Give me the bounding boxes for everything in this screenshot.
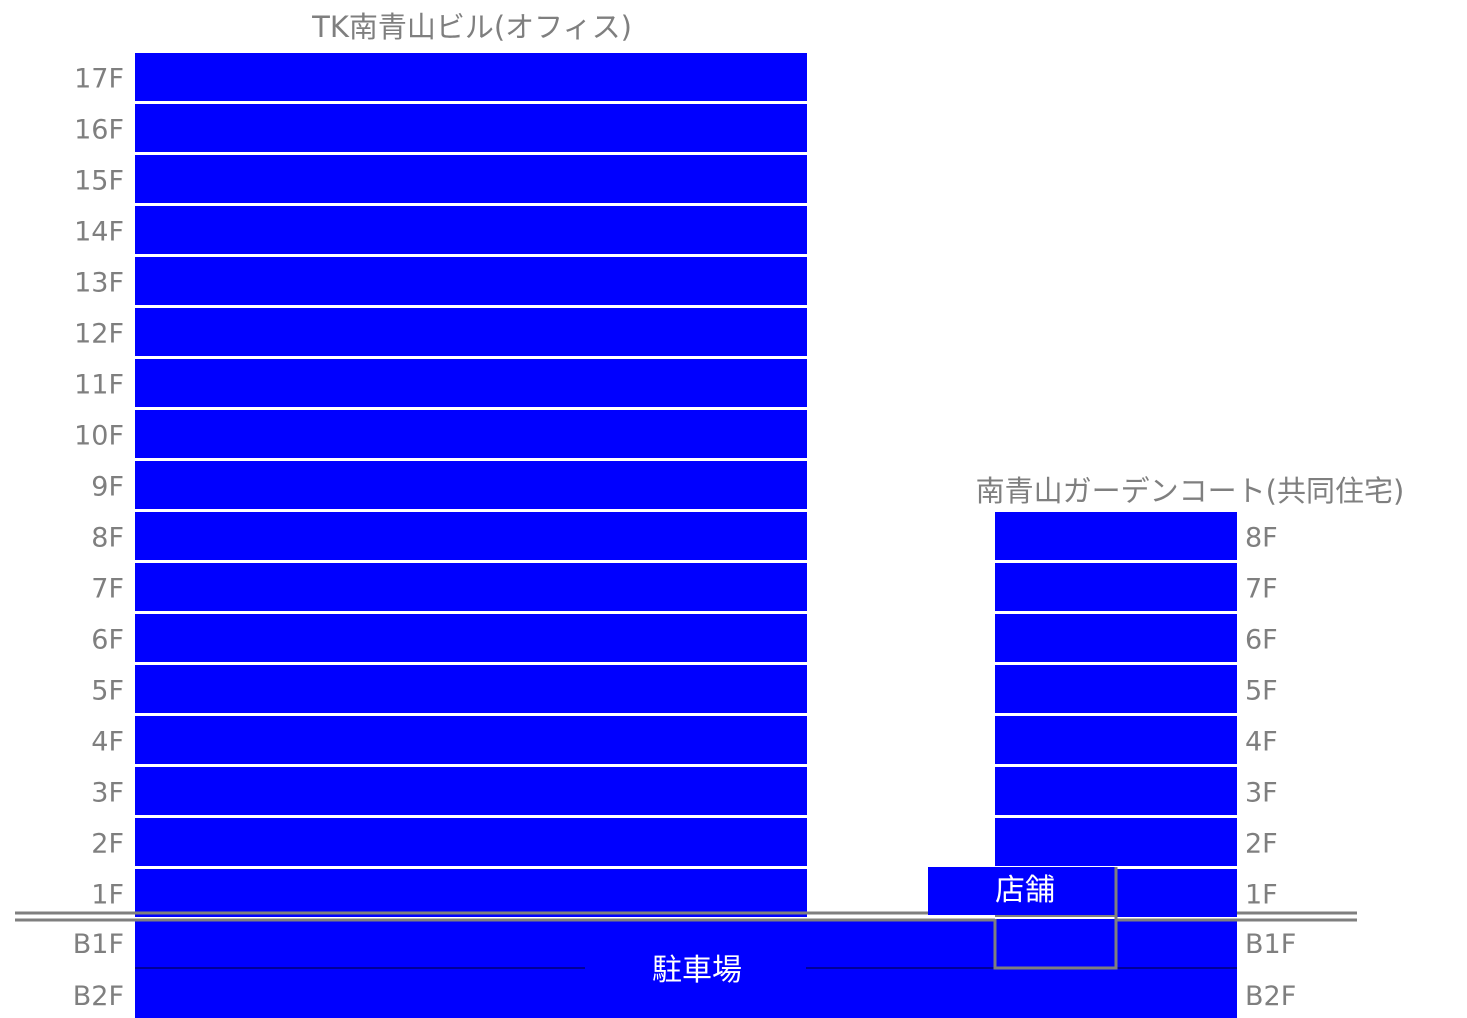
office-floor-label: 6F — [91, 625, 124, 656]
office-floor-label: 11F — [74, 370, 124, 401]
office-floor-label: 7F — [91, 574, 124, 605]
office-floor-label: 12F — [74, 319, 124, 350]
office-floor-block — [135, 53, 807, 101]
office-floor-block — [135, 818, 807, 866]
office-floor-block — [135, 614, 807, 662]
office-floor-block — [135, 206, 807, 254]
residential-floor-label: 7F — [1245, 574, 1278, 605]
office-floor-label: 16F — [74, 115, 124, 146]
office-basement-label: B1F — [73, 929, 124, 960]
office-floor-block — [135, 716, 807, 764]
office-floor-block — [135, 104, 807, 152]
residential-floor-label: 2F — [1245, 829, 1278, 860]
residential-floor-label: 6F — [1245, 625, 1278, 656]
office-floor-block — [135, 563, 807, 611]
office-floor-label: 9F — [91, 472, 124, 503]
residential-floor-block — [995, 665, 1237, 713]
residential-floor-label: 1F — [1245, 880, 1278, 911]
residential-building: 8F 7F 6F 5F 4F 3F 2F 1F — [995, 512, 1278, 917]
shop-block — [928, 867, 1116, 915]
office-building: 17F 16F 15F 14F 13F 12F 11F 10F 9F 8F 7F 6F 5F 4F 3F 2F… — [74, 53, 807, 917]
ground-line — [15, 911, 1357, 922]
office-floor-label: 14F — [74, 217, 124, 248]
office-floor-block — [135, 308, 807, 356]
office-floor-block — [135, 155, 807, 203]
office-floor-block — [135, 512, 807, 560]
residential-building-title: 南青山ガーデンコート(共同住宅) — [976, 474, 1405, 508]
office-floor-label: 15F — [74, 166, 124, 197]
shop-label: 店舗 — [995, 873, 1055, 908]
office-floor-label: 5F — [91, 676, 124, 707]
residential-floor-block — [995, 563, 1237, 611]
office-floor-block — [135, 359, 807, 407]
residential-floor-block — [995, 512, 1237, 560]
office-floor-block — [135, 869, 807, 917]
office-floor-label: 8F — [91, 523, 124, 554]
office-floor-label: 1F — [91, 880, 124, 911]
residential-floor-block — [995, 818, 1237, 866]
residential-floor-block — [995, 614, 1237, 662]
residential-floor-label: 4F — [1245, 727, 1278, 758]
office-floor-label: 10F — [74, 421, 124, 452]
office-floor-block — [135, 410, 807, 458]
office-floor-label: 3F — [91, 778, 124, 809]
office-floor-label: 2F — [91, 829, 124, 860]
office-floor-block — [135, 767, 807, 815]
shop-basement-outline — [993, 867, 1118, 970]
residential-floor-block — [995, 767, 1237, 815]
office-floor-block — [135, 461, 807, 509]
residential-floor-label: 5F — [1245, 676, 1278, 707]
residential-floor-label: 8F — [1245, 523, 1278, 554]
office-basement-label: B2F — [73, 981, 124, 1012]
office-floor-label: 4F — [91, 727, 124, 758]
residential-basement-label: B2F — [1245, 981, 1296, 1012]
office-building-title: TK南青山ビル(オフィス) — [311, 10, 632, 44]
office-floor-label: 17F — [74, 64, 124, 95]
residential-floor-label: 3F — [1245, 778, 1278, 809]
office-floor-block — [135, 665, 807, 713]
office-floor-block — [135, 257, 807, 305]
office-floor-label: 13F — [74, 268, 124, 299]
residential-floor-block — [995, 716, 1237, 764]
parking-label: 駐車場 — [652, 953, 742, 988]
residential-basement-label: B1F — [1245, 929, 1296, 960]
